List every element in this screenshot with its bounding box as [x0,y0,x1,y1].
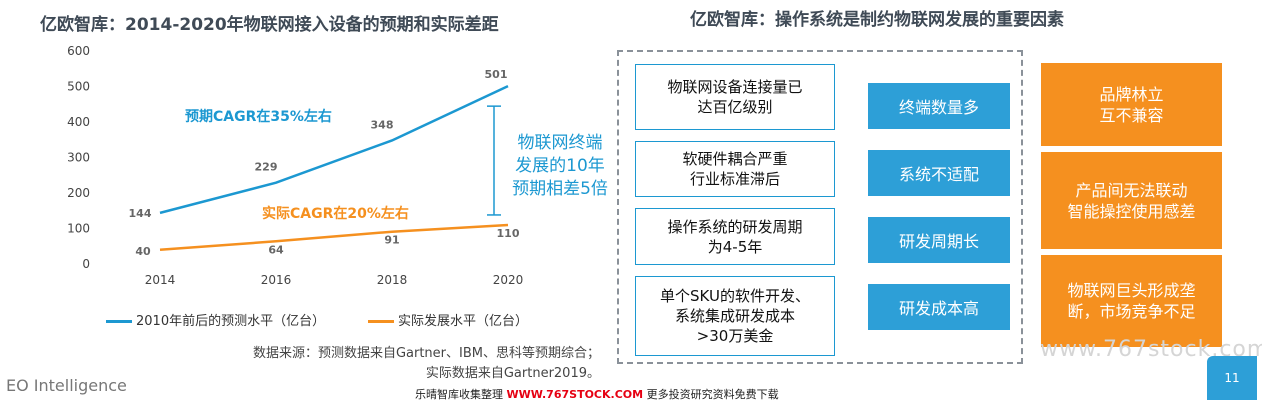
x-tick-label: 2016 [261,273,292,287]
y-tick-label: 0 [82,257,90,271]
y-axis-ticks: 0 100 200 300 400 500 600 [67,44,90,271]
data-label: 40 [135,245,151,258]
problem-box-3: 操作系统的研发周期 为4-5年 [635,208,835,265]
legend-swatch-forecast [106,320,132,323]
y-tick-label: 500 [67,80,90,94]
bottom-banner-post: 更多投资研究资料免费下载 [643,388,779,401]
y-tick-label: 300 [67,151,90,165]
data-label: 91 [384,234,399,247]
bottom-banner: 乐晴智库收集整理 WWW.767STOCK.COM 更多投资研究资料免费下载 [415,386,779,402]
dashed-frame [617,50,1023,364]
legend-item-actual: 实际发展水平（亿台） [368,310,528,329]
data-label: 144 [129,207,152,220]
cause-box-4: 研发成本高 [868,284,1010,330]
forecast-cagr-annotation: 预期CAGR在35%左右 [185,109,332,125]
series-line-forecast [159,85,509,215]
y-tick-label: 600 [67,44,90,58]
x-tick-label: 2018 [377,273,408,287]
legend-label-actual: 实际发展水平（亿台） [398,314,529,329]
x-axis-ticks: 2014 2016 2018 2020 [145,273,524,287]
legend-label-forecast: 2010年前后的预测水平（亿台） [136,314,326,329]
gap-annotation: 物联网终端 发展的10年 预期相差5倍 [512,133,608,199]
data-label: 501 [485,68,508,81]
source-line-1: 数据来源：预测数据来自Gartner、IBM、思科等预期综合； [252,346,600,361]
source-line-2: 实际数据来自Gartner2019。 [425,366,600,381]
cause-box-3: 研发周期长 [868,217,1010,263]
line-chart: 0 100 200 300 400 500 600 2014 2016 2018 2020 144… [67,44,524,287]
problem-box-1: 物联网设备连接量已 达百亿级别 [635,64,835,130]
gap-bracket [487,105,501,216]
right-diagram-title: 亿欧智库：操作系统是制约物联网发展的重要因素 [690,10,1064,30]
data-label: 348 [371,118,394,131]
cause-box-2: 系统不适配 [868,150,1010,196]
impact-box-3: 物联网巨头形成垄 断，市场竞争不足 [1041,255,1222,347]
actual-cagr-annotation: 实际CAGR在20%左右 [262,206,409,222]
page-number: 11 [1207,356,1257,400]
cause-box-1: 终端数量多 [868,83,1010,129]
x-tick-label: 2020 [493,273,524,287]
left-chart-title: 亿欧智库：2014-2020年物联网接入设备的预期和实际差距 [40,15,499,35]
impact-box-2: 产品间无法联动 智能操控使用感差 [1041,152,1222,249]
bottom-banner-pre: 乐晴智库收集整理 [415,388,507,401]
legend-item-forecast: 2010年前后的预测水平（亿台） [106,310,325,329]
y-tick-label: 400 [67,115,90,129]
series-lines [159,85,509,252]
series-line-actual [159,223,509,252]
data-label: 110 [497,227,520,240]
problem-box-2: 软硬件耦合严重 行业标准滞后 [635,141,835,197]
legend-swatch-actual [368,320,394,323]
x-tick-label: 2014 [145,273,176,287]
data-source: 数据来源：预测数据来自Gartner、IBM、思科等预期综合； 实际数据来自Ga… [180,344,600,384]
y-tick-label: 100 [67,222,90,236]
problem-box-4: 单个SKU的软件开发、 系统集成研发成本 >30万美金 [635,276,835,356]
brand-logo-text: EO Intelligence [6,376,127,395]
bottom-banner-url[interactable]: WWW.767STOCK.COM [506,388,644,401]
data-labels: 144 229 348 501 40 64 91 110 [129,68,520,258]
impact-box-1: 品牌林立 互不兼容 [1041,63,1222,146]
y-tick-label: 200 [67,186,90,200]
data-label: 229 [255,161,278,174]
data-label: 64 [268,243,284,256]
